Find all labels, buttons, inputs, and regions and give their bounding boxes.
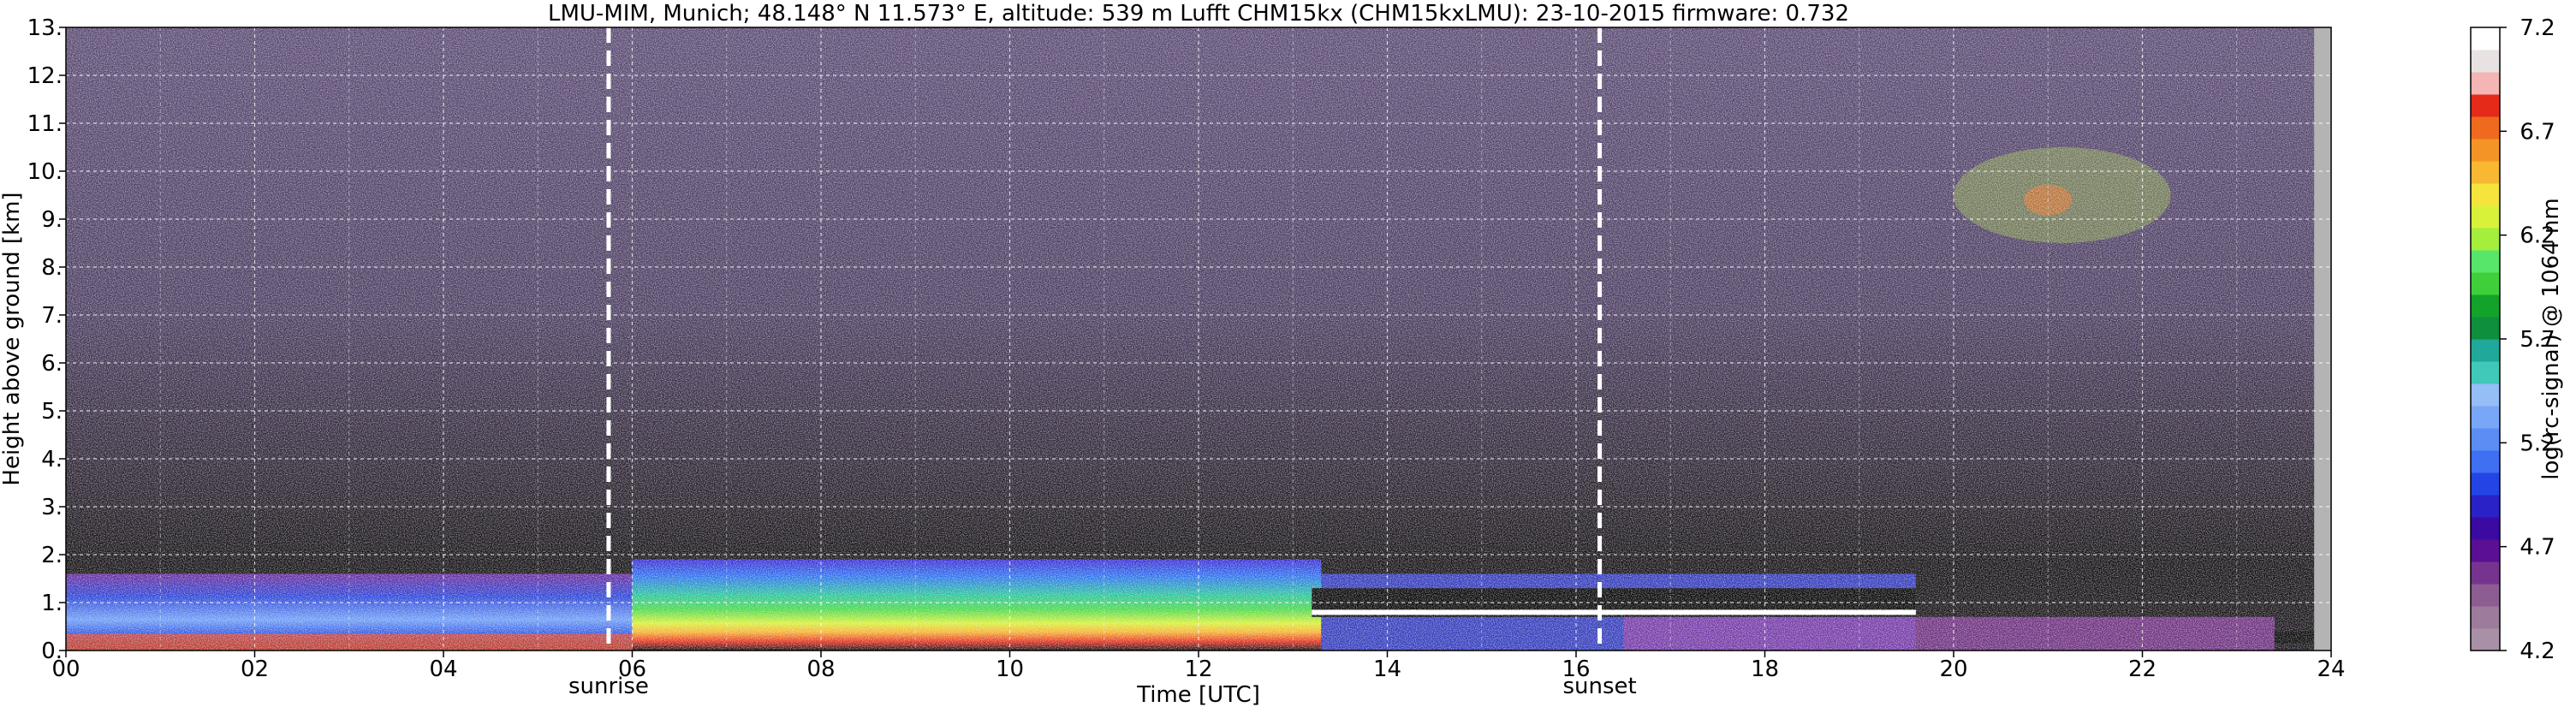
colorbar-segment bbox=[2471, 72, 2500, 95]
x-tick-label: 14 bbox=[1373, 656, 1401, 682]
colorbar-segment bbox=[2471, 294, 2500, 318]
colorbar-tick-label: 6.2 bbox=[2519, 223, 2555, 249]
x-tick-label: 06 bbox=[618, 656, 646, 682]
y-tick-label: 1. bbox=[41, 591, 62, 616]
y-tick-label: 4. bbox=[41, 447, 62, 472]
colorbar-label: log(rc-signal) @ 1064 nm bbox=[2538, 198, 2564, 479]
colorbar-segment bbox=[2471, 450, 2500, 473]
colorbar-segment bbox=[2471, 517, 2500, 540]
x-tick-label: 12 bbox=[1184, 656, 1212, 682]
colorbar-segment bbox=[2471, 116, 2500, 140]
x-tick-label: 08 bbox=[806, 656, 835, 682]
grid bbox=[66, 27, 2331, 651]
colorbar-segment bbox=[2471, 161, 2500, 184]
x-tick-label: 00 bbox=[51, 656, 80, 682]
x-tick-label: 18 bbox=[1751, 656, 1779, 682]
colorbar-segment bbox=[2471, 561, 2500, 585]
x-tick-label: 24 bbox=[2317, 656, 2345, 682]
colorbar-segment bbox=[2471, 428, 2500, 451]
colorbar-tick-label: 4.2 bbox=[2519, 639, 2555, 664]
chart-title: LMU-MIM, Munich; 48.148° N 11.573° E, al… bbox=[548, 1, 1849, 27]
y-tick-label: 10. bbox=[27, 159, 62, 185]
colorbar-segment bbox=[2471, 272, 2500, 295]
colorbar-segment bbox=[2471, 205, 2500, 229]
colorbar-segment bbox=[2471, 628, 2500, 651]
colorbar-tick-label: 6.7 bbox=[2519, 119, 2555, 145]
colorbar-segment bbox=[2471, 50, 2500, 73]
y-tick-label: 7. bbox=[41, 303, 62, 329]
colorbar-tick-label: 5.2 bbox=[2519, 431, 2555, 456]
colorbar-segment bbox=[2471, 317, 2500, 340]
x-tick-label: 10 bbox=[996, 656, 1024, 682]
y-tick-label: 5. bbox=[41, 399, 62, 425]
y-axis: 0. 1. 2. 3. 4. 5. 6. 7. 8. 9. 10. 11. 12. 13. bbox=[27, 15, 66, 664]
colorbar-segment bbox=[2471, 250, 2500, 273]
colorbar-segment bbox=[2471, 339, 2500, 362]
colorbar: 4.2 4.7 5.2 5.7 6.2 6.7 7.2 bbox=[2470, 15, 2555, 664]
x-tick-label: 22 bbox=[2128, 656, 2157, 682]
y-tick-label: 11. bbox=[27, 111, 62, 137]
y-tick-label: 2. bbox=[41, 543, 62, 568]
colorbar-segment bbox=[2471, 228, 2500, 251]
colorbar-segment bbox=[2471, 27, 2500, 50]
y-tick-label: 12. bbox=[27, 63, 62, 89]
y-tick-label: 13. bbox=[27, 15, 62, 41]
sunrise-label: sunrise bbox=[568, 674, 649, 699]
y-tick-label: 9. bbox=[41, 207, 62, 233]
colorbar-segment bbox=[2471, 584, 2500, 607]
y-tick-label: 8. bbox=[41, 255, 62, 281]
colorbar-segment bbox=[2471, 383, 2500, 407]
colorbar-segment bbox=[2471, 406, 2500, 429]
y-tick-label: 3. bbox=[41, 495, 62, 520]
y-tick-label: 6. bbox=[41, 351, 62, 377]
x-tick-label: 04 bbox=[429, 656, 457, 682]
x-axis-label: Time [UTC] bbox=[1136, 682, 1260, 707]
colorbar-segment bbox=[2471, 472, 2500, 496]
x-tick-label: 20 bbox=[1939, 656, 1967, 682]
y-tick-label: 0. bbox=[41, 639, 62, 664]
colorbar-tick-label: 7.2 bbox=[2519, 15, 2555, 41]
colorbar-segment bbox=[2471, 94, 2500, 117]
sunset-label: sunset bbox=[1562, 674, 1636, 699]
x-tick-label: 16 bbox=[1562, 656, 1590, 682]
colorbar-tick-label: 5.7 bbox=[2519, 327, 2555, 353]
colorbar-tick-label: 4.7 bbox=[2519, 535, 2555, 561]
colorbar-segment bbox=[2471, 183, 2500, 206]
x-tick-label: 02 bbox=[241, 656, 269, 682]
colorbar-segment bbox=[2471, 361, 2500, 384]
colorbar-segment bbox=[2471, 606, 2500, 629]
colorbar-segment bbox=[2471, 539, 2500, 562]
colorbar-segment bbox=[2471, 139, 2500, 162]
y-axis-label: Height above ground [km] bbox=[0, 192, 25, 485]
no-data-strip bbox=[2314, 27, 2331, 651]
sun-markers bbox=[606, 27, 1603, 651]
colorbar-segment bbox=[2471, 495, 2500, 518]
x-axis: 00 02 04 06 08 10 12 14 16 18 20 22 24 bbox=[51, 651, 2346, 682]
